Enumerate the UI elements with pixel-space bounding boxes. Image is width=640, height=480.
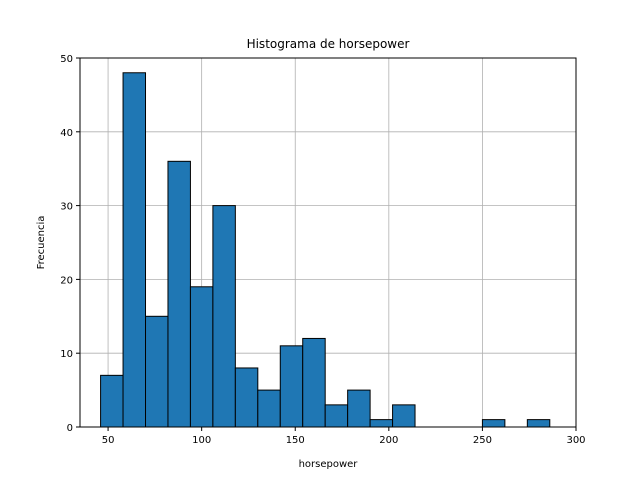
histogram-bar xyxy=(347,389,371,428)
x-tick-label: 300 xyxy=(566,435,585,446)
y-tick-label: 50 xyxy=(60,54,73,65)
x-axis-label: horsepower xyxy=(299,459,359,470)
histogram-bar xyxy=(189,286,214,428)
histogram-bar xyxy=(212,205,236,428)
y-tick-label: 30 xyxy=(60,202,73,213)
histogram-bar xyxy=(481,419,506,428)
y-axis: 0 10 20 30 40 50 xyxy=(60,54,80,434)
y-axis-label: Frecuencia xyxy=(36,216,47,270)
histogram-bar xyxy=(234,367,259,428)
y-tick-label: 10 xyxy=(60,349,73,360)
histogram-bar xyxy=(257,389,281,428)
histogram-bars xyxy=(100,72,551,428)
chart-title: Histograma de horsepower xyxy=(247,37,410,51)
histogram-bar xyxy=(369,419,394,428)
histogram-bar xyxy=(122,72,147,428)
y-tick-label: 0 xyxy=(67,423,73,434)
histogram-bar xyxy=(279,345,304,428)
x-tick-label: 50 xyxy=(102,435,115,446)
plot-frame xyxy=(79,57,577,428)
histogram-bar xyxy=(324,404,349,428)
x-tick-label: 100 xyxy=(192,435,211,446)
x-tick-label: 200 xyxy=(379,435,398,446)
y-tick-label: 20 xyxy=(60,275,73,286)
histogram-bar xyxy=(302,337,326,428)
x-tick-label: 250 xyxy=(473,435,492,446)
x-axis: 50 100 150 200 250 300 xyxy=(102,427,586,446)
histogram-bar xyxy=(145,315,169,428)
y-tick-label: 40 xyxy=(60,128,73,139)
histogram-bar xyxy=(526,419,551,428)
histogram-bar xyxy=(167,160,191,428)
x-tick-label: 150 xyxy=(286,435,305,446)
histogram-bar xyxy=(100,374,124,428)
histogram-bar xyxy=(392,404,416,428)
